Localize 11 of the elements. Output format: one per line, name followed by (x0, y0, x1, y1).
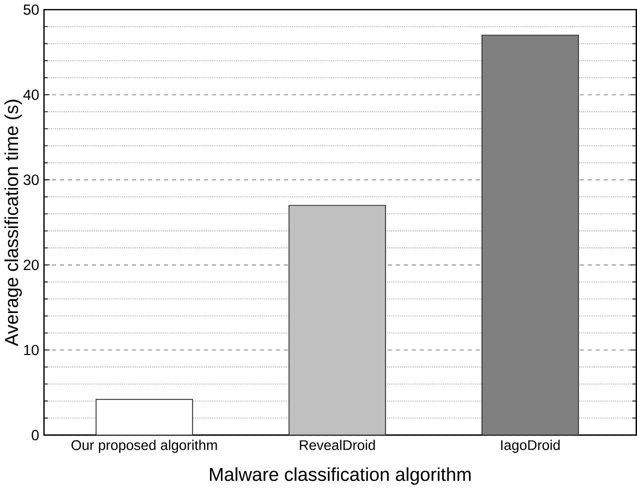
y-tick-label: 40 (23, 89, 39, 100)
y-axis-title: Average classification time (s) (4, 100, 22, 346)
y-tick-label: 0 (32, 430, 39, 440)
y-tick-label: 30 (24, 174, 39, 185)
y-tick-label: 20 (24, 260, 39, 270)
x-tick-label: IagoDroid (501, 440, 560, 453)
y-tick-label: 10 (24, 344, 39, 356)
y-tick-label: 50 (24, 4, 39, 15)
x-axis-title: Malware classification algorithm (210, 467, 471, 485)
x-tick-label: Our proposed algorithm (71, 440, 217, 453)
x-tick-label: RevealDroid (300, 440, 375, 450)
